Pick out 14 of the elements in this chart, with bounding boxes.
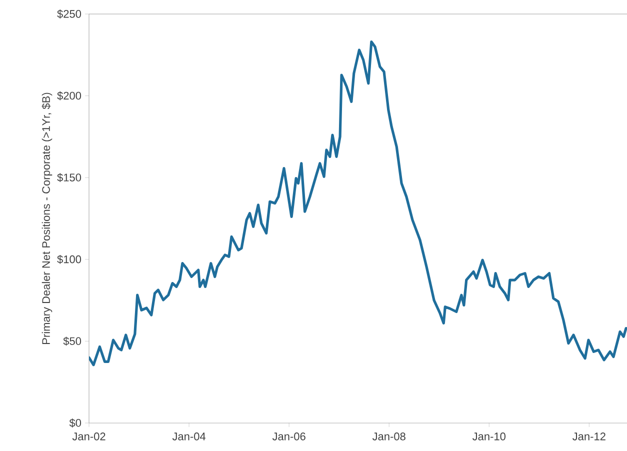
y-tick-label: $100 <box>57 254 82 264</box>
y-axis-title: Primary Dealer Net Positions - Corporate (>1Yr, $B) <box>42 92 52 344</box>
y-tick-label: $250 <box>57 10 82 18</box>
y-tick-label: $50 <box>63 336 82 346</box>
y-tick-label: $0 <box>69 418 82 428</box>
x-tick-label: Jan-02 <box>72 432 106 440</box>
x-tick-label: Jan-12 <box>572 432 606 440</box>
x-tick-label: Jan-10 <box>472 432 506 440</box>
line-series <box>89 40 627 366</box>
x-tick-label: Jan-06 <box>272 432 306 440</box>
x-tick-label: Jan-08 <box>372 432 406 440</box>
x-tick-label: Jan-04 <box>172 432 206 440</box>
y-tick-label: $150 <box>57 173 82 182</box>
y-tick-label: $200 <box>57 91 82 100</box>
